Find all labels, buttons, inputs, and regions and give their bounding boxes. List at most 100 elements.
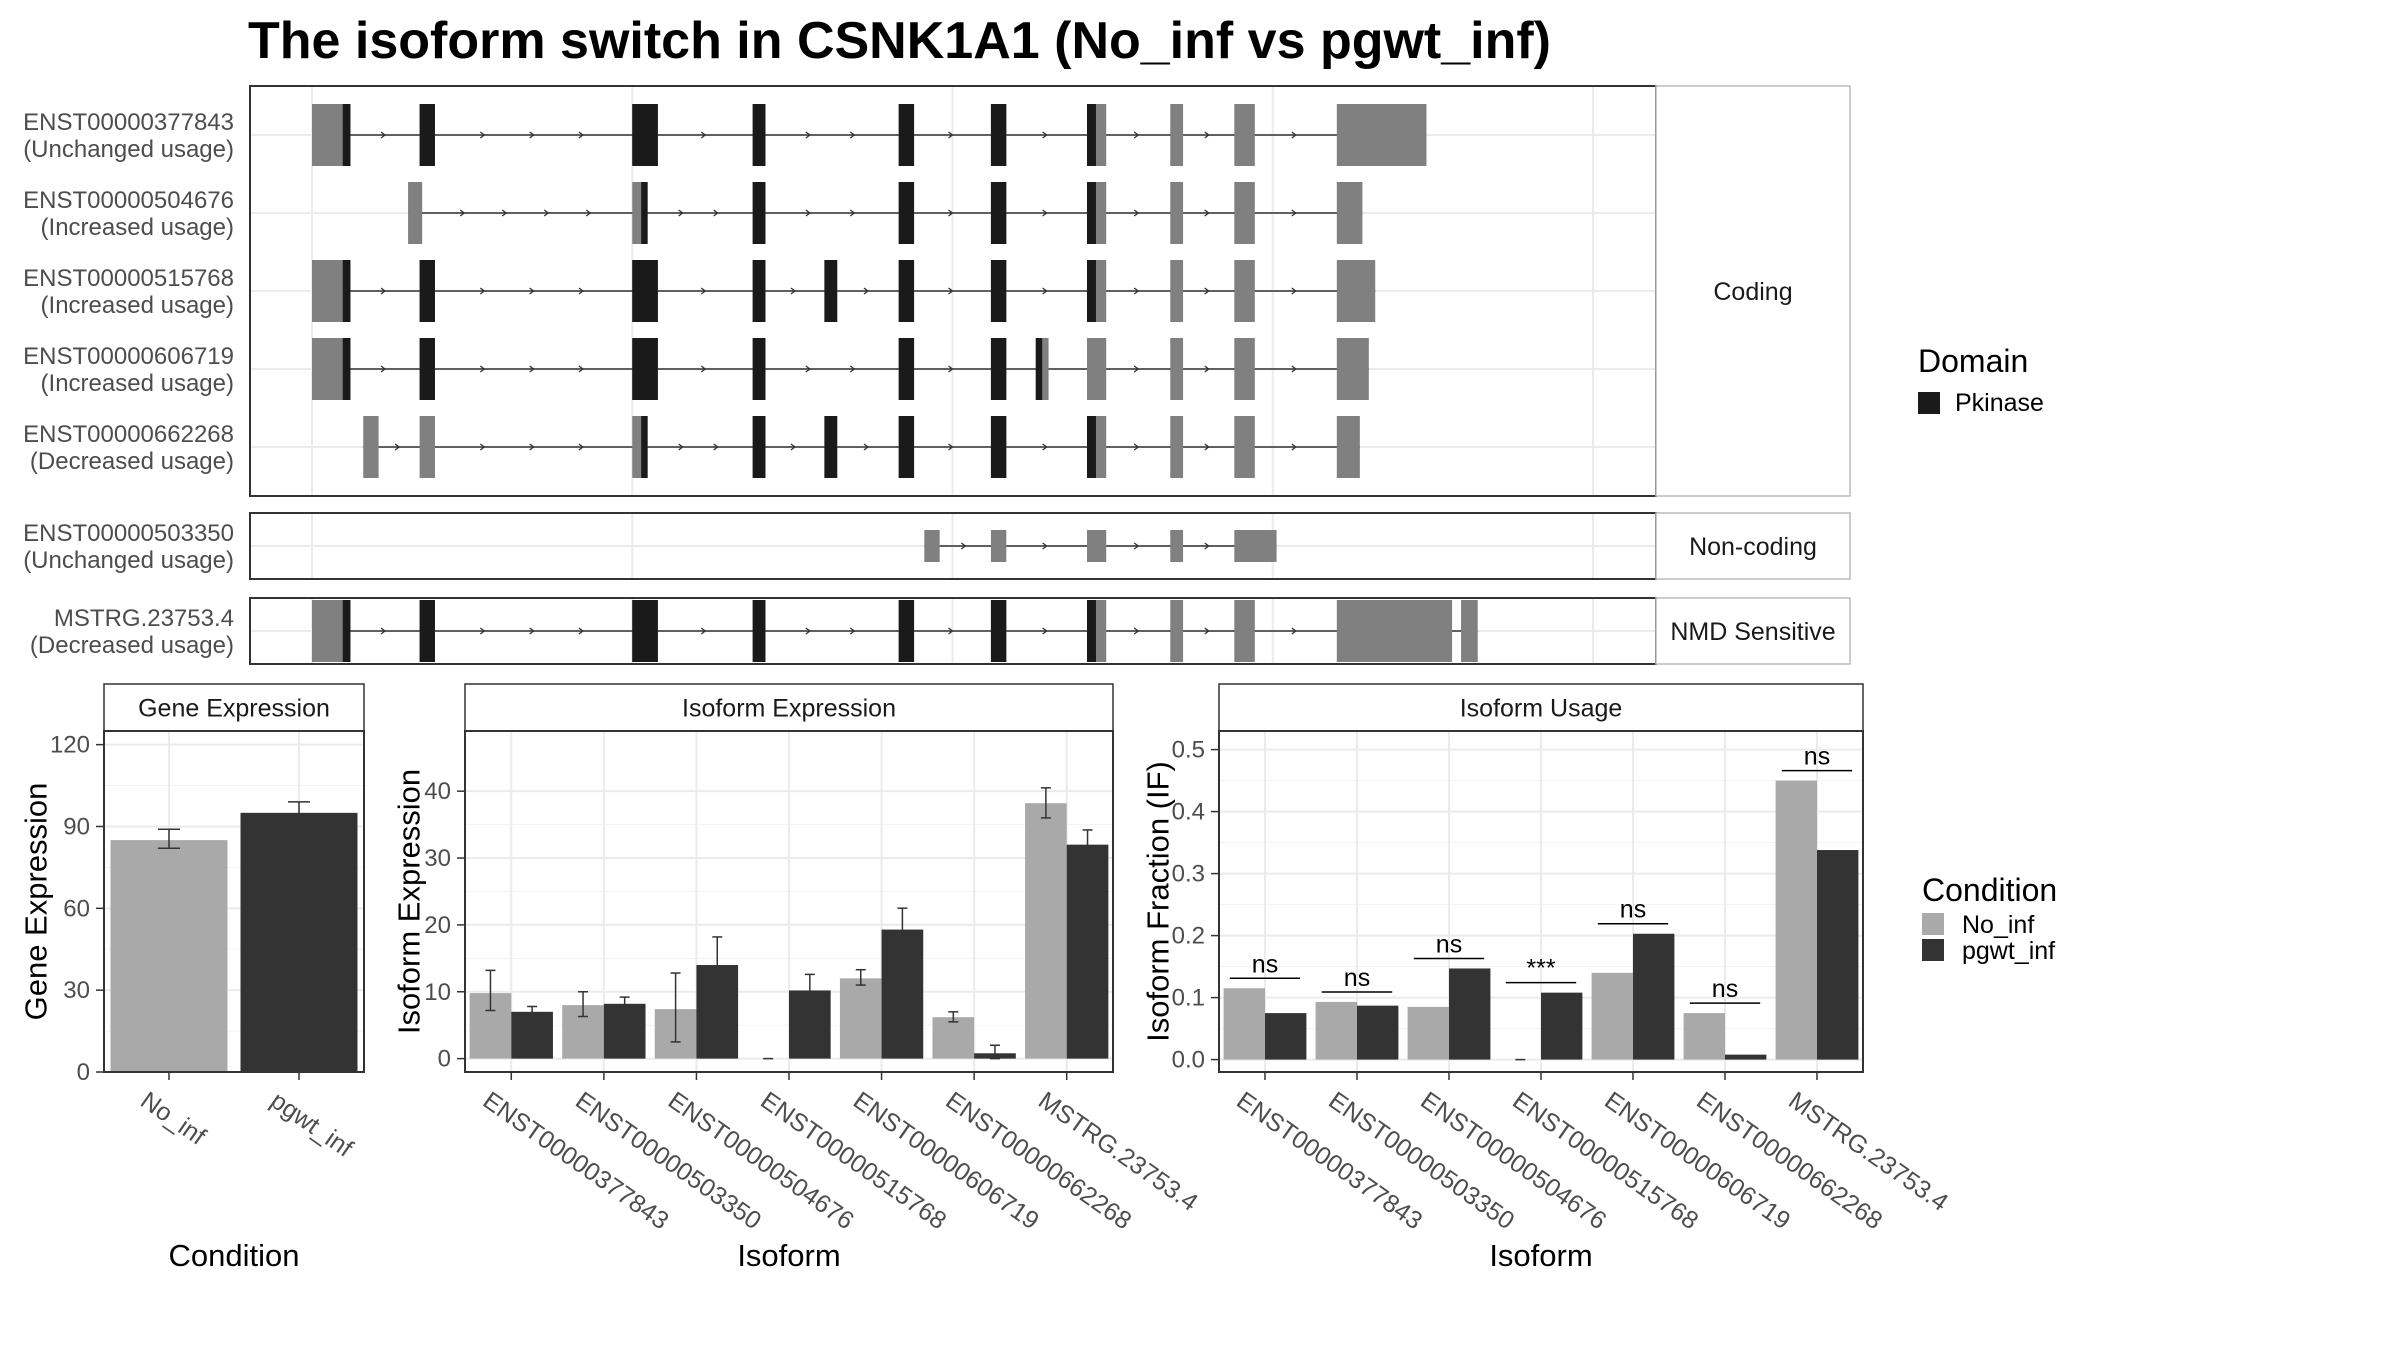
exon-block [1336,416,1360,478]
intron-arrow [1042,287,1048,295]
y-tick-label: 0 [438,1046,451,1073]
bar [1775,780,1817,1060]
condition-legend-title: Condition [1922,872,2057,908]
pkinase-domain-block [419,600,435,662]
plot-panel-border [103,730,365,1073]
transcript-id-label: ENST00000606719 [23,343,234,370]
exon-block [1170,416,1184,478]
transcript-track [312,600,1478,662]
pkinase-domain-block [990,182,1007,244]
intron-arrow [479,443,486,451]
pkinase-domain-block [632,104,658,166]
exon-block [1170,104,1184,166]
exon-block [1234,260,1255,322]
intron-arrow [700,287,707,295]
category-strip-label: Non-coding [1689,533,1817,561]
structure-section: ENST00000377843(Unchanged usage)ENST0000… [23,85,1851,665]
y-tick-label: 60 [63,895,90,922]
facet-strip-title: Isoform Expression [682,695,896,723]
intron-arrow [1204,209,1210,217]
intron-arrow [863,443,870,451]
pkinase-domain-block [824,260,838,322]
significance-label: ns [1252,950,1278,978]
pkinase-domain-block [632,338,658,400]
exon-block [1170,530,1184,562]
intron-arrow [948,365,954,373]
x-tick-label: MSTRG.23753.4 [1033,1086,1203,1217]
x-axis-title: Condition [169,1238,300,1273]
category-strip-label: NMD Sensitive [1670,618,1835,646]
intron-arrow [1042,627,1048,635]
transcript-usage-label: (Decreased usage) [30,632,234,659]
figure-title: The isoform switch in CSNK1A1 (No_inf vs… [248,12,1551,70]
intron-arrow [479,627,486,635]
intron-arrow [805,627,811,635]
condition-legend-key [1922,913,1944,935]
intron-arrow [1291,287,1297,295]
transcript-usage-label: (Increased usage) [41,292,234,319]
significance-label: ns [1804,743,1830,771]
intron-arrow [479,287,486,295]
bar [1817,850,1859,1060]
pkinase-domain-block [898,600,915,662]
pkinase-domain-block [990,416,1007,478]
intron-arrow [578,627,585,635]
exon-block [1336,260,1376,322]
y-tick-label: 0 [77,1059,90,1086]
intron-arrow [948,627,954,635]
intron-arrow [1133,131,1140,139]
significance-label: ns [1620,896,1646,924]
intron-arrow [805,131,811,139]
transcript-usage-label: (Increased usage) [41,370,234,397]
y-tick-label: 10 [424,979,451,1006]
condition-legend-label: pgwt_inf [1962,937,2055,965]
transcript-usage-label: (Increased usage) [41,214,234,241]
intron-arrow [1042,443,1048,451]
exon-block [408,182,423,244]
bar [511,1011,553,1059]
pkinase-domain-block [641,416,648,478]
exon-block [1170,182,1184,244]
significance-label: ns [1712,975,1738,1003]
bar [1633,933,1675,1060]
transcript-usage-label: (Decreased usage) [30,448,234,475]
y-tick-label: 120 [50,732,90,759]
y-tick-label: 0.2 [1172,923,1205,950]
intron-arrow [1204,131,1210,139]
bar [1357,1005,1399,1060]
pkinase-domain-block [342,260,351,322]
intron-arrow [678,209,684,217]
intron-arrow [960,542,967,550]
x-axis-title: Isoform [737,1238,840,1273]
condition-legend-key [1922,939,1944,961]
transcript-id-label: ENST00000377843 [23,109,234,136]
intron-arrow [700,627,707,635]
pkinase-domain-block [752,416,766,478]
intron-arrow [578,365,585,373]
facet-strip-title: Isoform Usage [1460,695,1623,723]
category-strip [1655,85,1851,497]
pkinase-domain-block [752,338,766,400]
intron-arrow [1042,542,1048,550]
exon-block [1170,338,1184,400]
bar [110,840,228,1072]
bar [1591,972,1633,1060]
y-tick-label: 0.1 [1172,985,1205,1012]
domain-legend: Domain Pkinase [1918,343,2044,417]
pkinase-domain-block [342,104,351,166]
bar [1683,1013,1725,1060]
intron-arrow [578,287,585,295]
transcript-track [363,416,1360,478]
intron-arrow [1204,287,1210,295]
category-strip-label: Coding [1713,278,1792,306]
y-tick-label: 40 [424,778,451,805]
intron-arrow [578,443,585,451]
significance-label: ns [1436,930,1462,958]
exon-block [419,416,435,478]
domain-legend-label: Pkinase [1955,389,2044,417]
gene-expression-chart: Gene Expression 0 30 60 90 120 No_inf pgwt_inf C… [18,683,365,1273]
intron-arrow [479,131,486,139]
intron-arrow [380,627,387,635]
intron-arrow [1133,542,1140,550]
